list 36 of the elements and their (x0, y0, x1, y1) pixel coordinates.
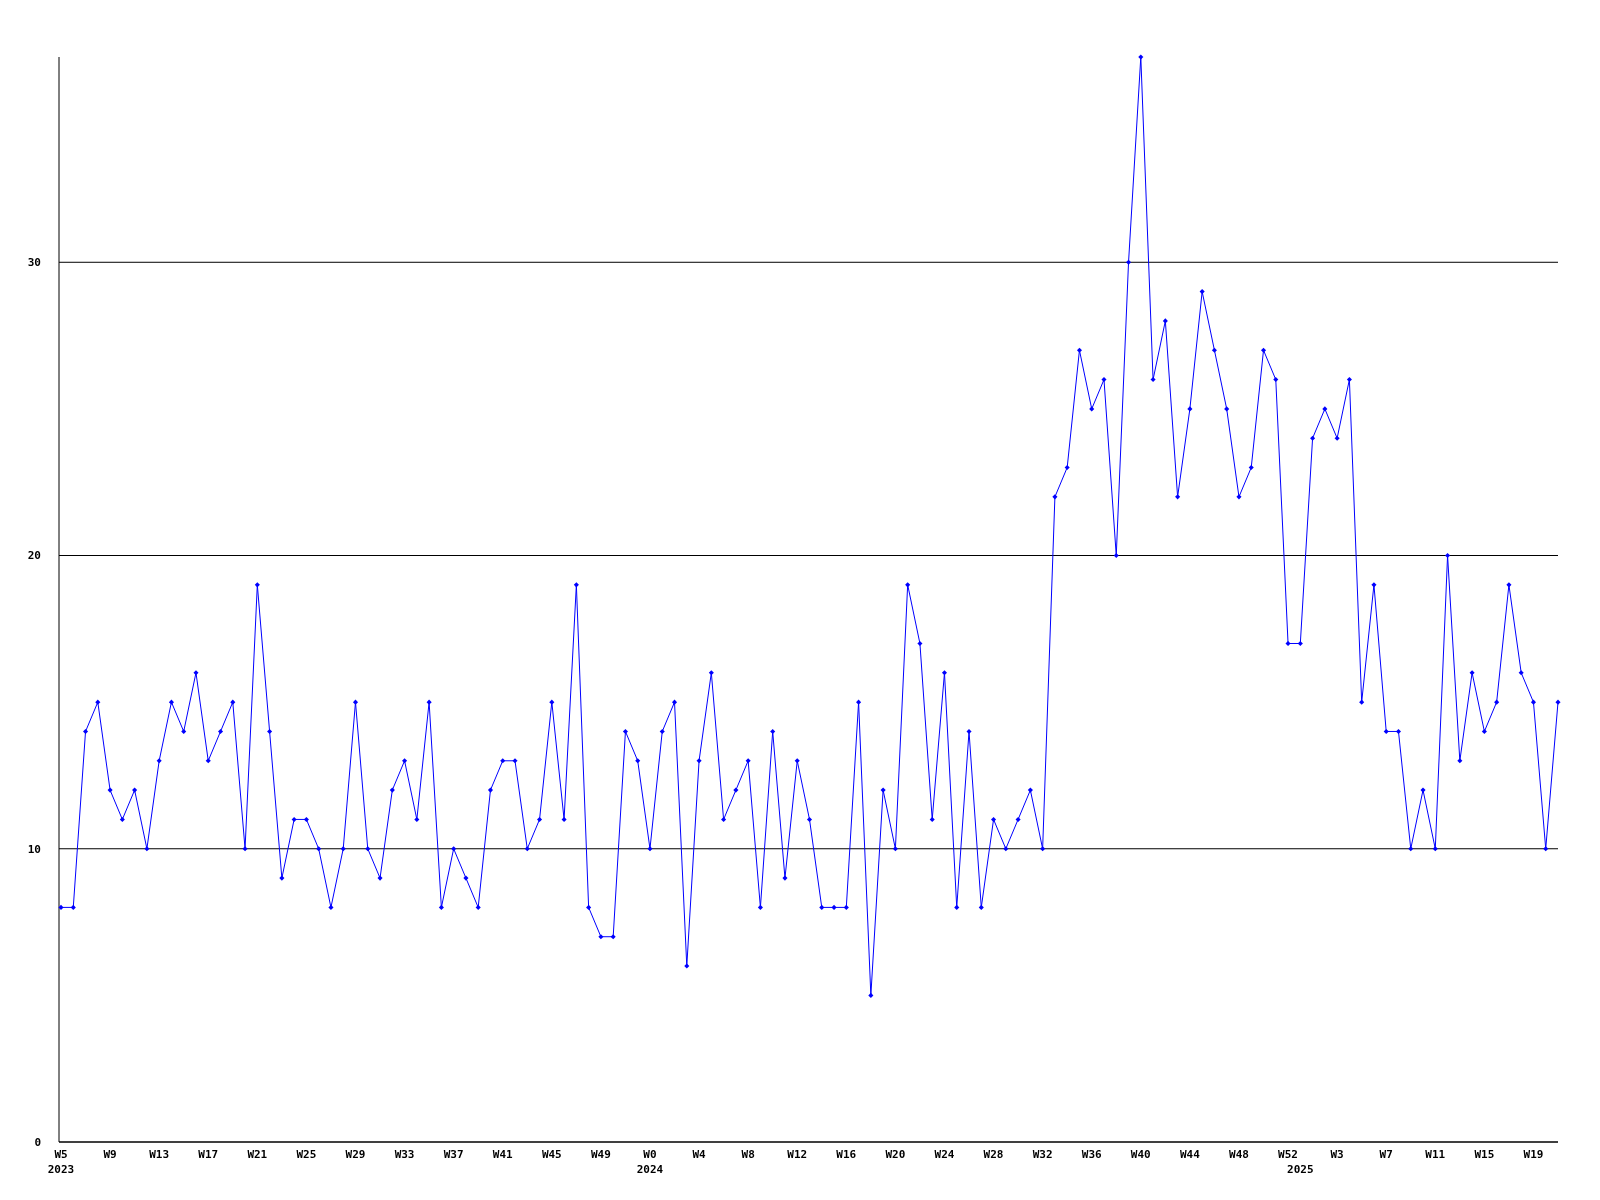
x-tick-label: W5 2023 (47, 1148, 75, 1176)
x-tick-label: W4 (692, 1148, 707, 1161)
x-tick-label: W33 (394, 1148, 415, 1161)
x-tick-label: W28 (983, 1148, 1004, 1161)
x-tick-label: W40 (1130, 1148, 1151, 1161)
x-tick-label: W12 (787, 1148, 808, 1161)
x-tick-label: W8 (741, 1148, 755, 1161)
x-tick-label: W29 (345, 1148, 366, 1161)
y-tick-label: 0 (34, 1135, 41, 1149)
x-tick-label: W21 (247, 1148, 268, 1161)
x-tick-label: W32 (1032, 1148, 1053, 1161)
x-tick-label: W45 (541, 1148, 562, 1161)
x-tick-label: W11 (1425, 1148, 1446, 1161)
x-tick-label: W0 2024 (636, 1148, 664, 1176)
x-tick-label: W15 (1474, 1148, 1495, 1161)
x-tick-label: W24 (934, 1148, 955, 1161)
y-tick-label: 10 (27, 842, 41, 856)
y-tick-label: 20 (27, 549, 41, 563)
x-tick-label: W19 (1523, 1148, 1544, 1161)
x-tick-label: W3 (1330, 1148, 1344, 1161)
x-tick-label: W9 (103, 1148, 117, 1161)
x-tick-label: W37 (443, 1148, 464, 1161)
x-tick-label: W17 (198, 1148, 219, 1161)
x-tick-label: W52 (1278, 1148, 1298, 1161)
x-tick-label: W7 (1379, 1148, 1393, 1161)
x-tick-label: W36 (1081, 1148, 1103, 1161)
x-tick-label: W20 (885, 1148, 906, 1161)
x-tick-label: W41 (492, 1148, 514, 1161)
y-tick-label: 30 (27, 256, 41, 270)
x-tick-label: W13 (149, 1148, 170, 1161)
x-tick-label: W16 (836, 1148, 857, 1161)
x-tick-label: 2025 (1287, 1163, 1314, 1176)
x-tick-label: W44 (1179, 1148, 1201, 1161)
x-tick-label: W49 (590, 1148, 611, 1161)
x-tick-label: W48 (1229, 1148, 1249, 1161)
x-tick-label: W25 (296, 1148, 317, 1161)
